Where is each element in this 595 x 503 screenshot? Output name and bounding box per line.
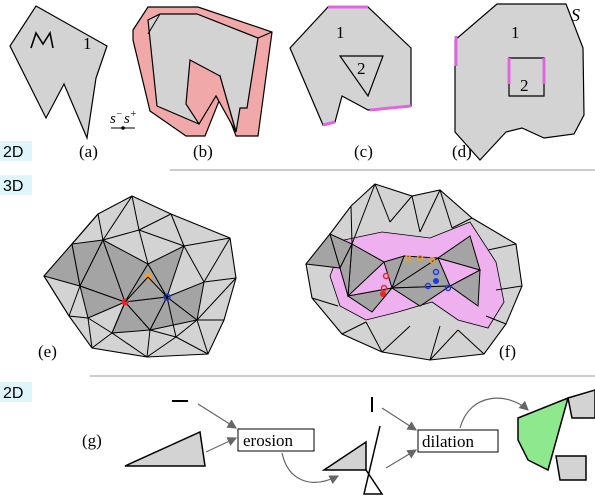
region-2-label-c: 2: [357, 59, 366, 78]
vertex-blue-f3: [424, 282, 432, 290]
panel-a: 1 s− s+ (a): [9, 5, 137, 161]
svg-text:2D: 2D: [3, 385, 23, 402]
input-triangle: [124, 430, 206, 467]
set-label-s: S: [571, 5, 580, 25]
panel-d: 1 2 S (d): [452, 3, 585, 161]
manifold-polygon: [9, 5, 108, 141]
panel-f: (f): [305, 183, 523, 361]
panel-label-c: (c): [354, 142, 373, 161]
panel-label-e: (e): [38, 342, 57, 361]
panel-b: (b): [132, 6, 273, 161]
vertex-markers-f: [380, 254, 452, 297]
region-polygon-d: [454, 3, 585, 161]
manifold-symbol: [30, 30, 54, 49]
section-tag-bottom: 2D: [0, 382, 32, 402]
panel-label-g: (g): [82, 431, 102, 450]
vertex-orange-f2: [416, 254, 424, 262]
s-plus-label: s+: [124, 109, 137, 127]
slot-pink: [185, 59, 237, 133]
region-polygon-c: [289, 6, 412, 126]
panel-label-d: (d): [452, 142, 472, 161]
split-point-labels: s− s+: [110, 109, 137, 130]
vertex-red-f2: [380, 284, 388, 292]
vertex-orange-f3: [428, 256, 436, 264]
svg-text:3D: 3D: [3, 178, 23, 195]
mesh-edges-e: [43, 195, 237, 358]
eroded-shape: [321, 425, 384, 495]
vertex-blue-f1: [432, 268, 440, 276]
vertex-red-f3: [380, 291, 386, 297]
erosion-box: erosion: [237, 428, 315, 452]
dark-triangles-e: [43, 238, 205, 334]
svg-text:2D: 2D: [3, 144, 23, 161]
dilation-box: dilation: [417, 429, 499, 453]
vertex-blue-e: [163, 293, 171, 301]
panel-label-a: (a): [79, 142, 98, 161]
dilated-shape: [517, 389, 595, 481]
region-2-label-d: 2: [520, 76, 529, 95]
vertex-blue-f2: [433, 278, 439, 284]
region-label: 1: [83, 34, 92, 53]
svg-text:dilation: dilation: [422, 432, 474, 451]
vertex-orange-f1: [404, 254, 412, 262]
panel-label-b: (b): [193, 142, 213, 161]
panel-e: (e): [38, 195, 237, 361]
panel-g: (g) erosion dilation: [82, 389, 595, 495]
section-tag-top: 2D: [0, 141, 32, 161]
s-minus-label: s−: [110, 109, 123, 127]
section-tag-middle: 3D: [0, 175, 32, 195]
svg-text:erosion: erosion: [243, 431, 294, 450]
region-1-label-c: 1: [336, 23, 345, 42]
region-1-label-d: 1: [511, 23, 520, 42]
panel-label-f: (f): [499, 342, 516, 361]
vertex-red-f1: [382, 272, 390, 280]
dark-triangles-f: [305, 232, 481, 313]
inner-triangle: [338, 55, 384, 98]
mesh-edges-f: [311, 183, 523, 361]
vertex-blue-f4: [444, 284, 452, 292]
panel-c: 1 2 (c): [289, 5, 412, 161]
